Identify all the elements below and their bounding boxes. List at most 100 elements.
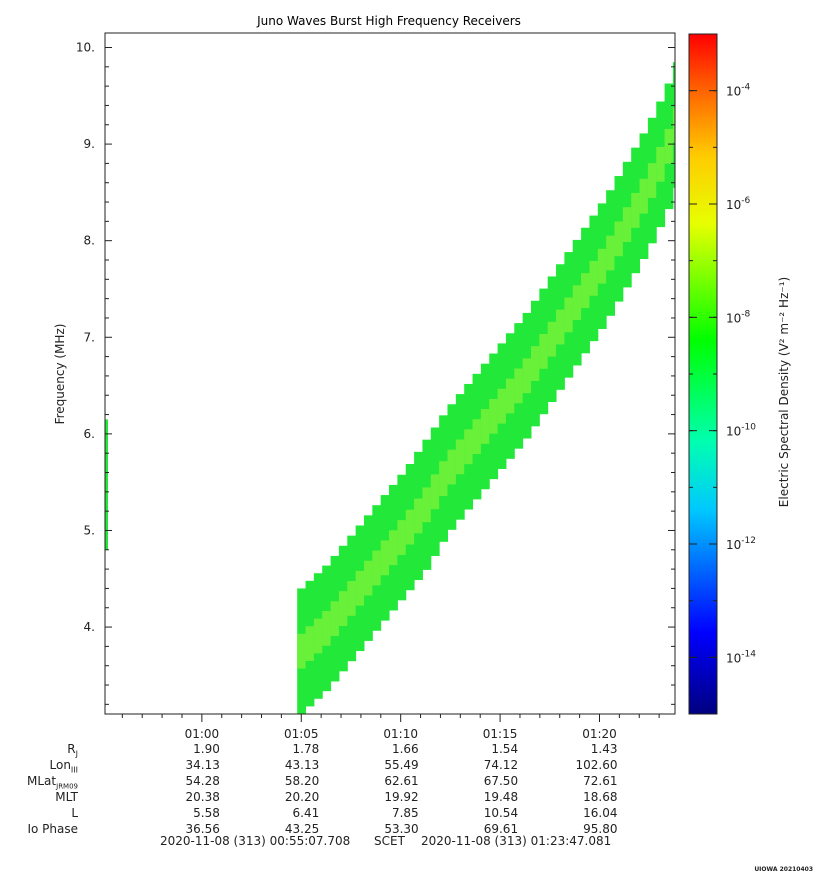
colorbar-tick-label: 10-8 xyxy=(726,309,751,325)
ephemeris-value: 7.85 xyxy=(391,806,419,820)
x-tick-label: 01:20 xyxy=(582,727,617,741)
ephemeris-value: 67.50 xyxy=(483,774,519,788)
ephemeris-label: L xyxy=(71,806,78,820)
ephemeris-value: 6.41 xyxy=(292,806,320,820)
spectrogram-cell xyxy=(622,207,632,243)
ephemeris-value: 20.38 xyxy=(185,790,220,804)
colorbar-ticks: 10-4 10-6 10-8 10-10 10-12 10-14 xyxy=(689,33,756,715)
ephemeris-value: 1.78 xyxy=(292,742,320,756)
y-tick-label: 8. xyxy=(84,234,95,248)
ephemeris-value: 1.43 xyxy=(590,742,618,756)
spectrogram-cell xyxy=(305,626,315,661)
ephemeris-value: 19.92 xyxy=(384,790,419,804)
spectrogram-cell xyxy=(664,128,674,164)
ephemeris-value: 95.80 xyxy=(583,822,618,836)
spectrogram-cell xyxy=(338,591,348,626)
spectrogram-cell xyxy=(355,570,365,606)
y-axis: 4. 5. 6. 7. 8. 9. 10. xyxy=(76,40,675,705)
y-axis-label: Frequency (MHz) xyxy=(53,324,67,425)
spectrogram-cell xyxy=(422,487,432,523)
footer-scet: SCET xyxy=(374,834,405,848)
version-tag: UIOWA 20210403 xyxy=(754,866,813,873)
spectrogram-cell xyxy=(380,540,390,576)
colorbar-tick-label: 10-4 xyxy=(726,83,751,99)
chart-title: Juno Waves Burst High Frequency Receiver… xyxy=(256,14,521,28)
ephemeris-value: 10.54 xyxy=(483,806,519,820)
footer-end-time: 2020-11-08 (313) 01:23:47.081 xyxy=(421,834,612,848)
ephemeris-value: 43.25 xyxy=(284,822,320,836)
spectrogram-cell xyxy=(405,509,415,545)
ephemeris-value: 54.28 xyxy=(185,774,220,788)
spectrogram-cell xyxy=(631,193,641,228)
ephemeris-value: 19.48 xyxy=(483,790,519,804)
spectrogram-layer xyxy=(105,62,675,714)
spectrogram-cell xyxy=(522,358,532,394)
ephemeris-table: RJ 1.90 1.78 1.66 1.54 1.43 LonIII 34.13 43.13 55… xyxy=(0,738,815,858)
spectrogram-cell xyxy=(330,601,340,637)
spectrogram-cell xyxy=(530,346,540,381)
spectrogram-cell xyxy=(597,248,607,284)
spectrogram-cell xyxy=(414,498,423,534)
spectrogram-cell xyxy=(547,321,557,357)
ephemeris-value: 53.30 xyxy=(384,822,419,836)
spectrogram-cell xyxy=(639,178,649,214)
y-tick-label: 7. xyxy=(84,330,95,344)
ephemeris-value: 74.12 xyxy=(483,758,519,772)
ephemeris-value: 72.61 xyxy=(583,774,618,788)
x-tick-label: 01:00 xyxy=(185,727,220,741)
ephemeris-value: 55.49 xyxy=(384,758,419,772)
spectrogram-cell xyxy=(489,398,499,434)
ephemeris-value: 69.61 xyxy=(483,822,519,836)
colorbar-tick-label: 10-10 xyxy=(726,423,756,439)
spectrogram-cell xyxy=(647,163,657,198)
ephemeris-value: 1.66 xyxy=(391,742,419,756)
ephemeris-value: 18.68 xyxy=(583,790,618,804)
spectrogram-cell xyxy=(606,235,615,271)
ephemeris-value: 34.13 xyxy=(185,758,220,772)
spectrogram-cell xyxy=(589,260,599,296)
spectrogram-cell xyxy=(455,439,465,475)
y-tick-label: 4. xyxy=(84,620,95,634)
spectrogram-cell xyxy=(539,333,549,369)
spectrogram-cell xyxy=(497,388,507,424)
spectrogram-cell xyxy=(389,530,398,566)
ephemeris-value: 1.90 xyxy=(193,742,220,756)
spectrogram-cell xyxy=(439,461,448,496)
y-tick-label: 10. xyxy=(76,40,95,54)
ephemeris-value: 5.58 xyxy=(193,806,220,820)
plot-frame xyxy=(104,32,676,715)
colorbar-label: Electric Spectral Density (V² m⁻² Hz⁻¹) xyxy=(777,277,791,507)
ephemeris-value: 1.54 xyxy=(491,742,519,756)
spectrogram-cell xyxy=(105,419,108,550)
spectrogram-cell xyxy=(556,309,565,345)
ephemeris-value: 43.13 xyxy=(284,758,320,772)
colorbar xyxy=(688,33,718,715)
spectrogram-cell xyxy=(480,409,490,444)
spectrogram-cell xyxy=(430,474,440,510)
spectrogram-cell xyxy=(564,297,574,333)
ephemeris-label: Io Phase xyxy=(27,822,78,836)
spectrogram-cell xyxy=(472,419,482,454)
x-axis: 01:00 01:05 01:10 01:15 01:20 xyxy=(121,714,660,741)
spectrogram-cell xyxy=(514,368,524,404)
ephemeris-value: 58.20 xyxy=(284,774,320,788)
ephemeris-value: 36.56 xyxy=(185,822,220,836)
y-tick-label: 5. xyxy=(84,523,95,537)
x-tick-label: 01:10 xyxy=(383,727,418,741)
ephemeris-label: MLatJRM09 xyxy=(27,774,78,791)
ephemeris-value: 16.04 xyxy=(583,806,618,820)
y-tick-label: 9. xyxy=(84,137,95,151)
spectrogram-cell xyxy=(347,581,357,616)
colorbar-tick-label: 10-12 xyxy=(726,536,756,552)
spectrogram-cell xyxy=(572,285,582,321)
spectrogram-cell xyxy=(581,273,590,308)
spectrogram-cell xyxy=(313,618,323,654)
ephemeris-value: 20.20 xyxy=(284,790,320,804)
spectrogram-cell xyxy=(363,560,373,596)
x-tick-label: 01:15 xyxy=(483,727,518,741)
footer-start-time: 2020-11-08 (313) 00:55:07.708 xyxy=(160,834,351,848)
y-tick-label: 6. xyxy=(84,427,95,441)
ephemeris-label: LonIII xyxy=(49,758,79,775)
spectrogram-cell xyxy=(397,520,407,555)
